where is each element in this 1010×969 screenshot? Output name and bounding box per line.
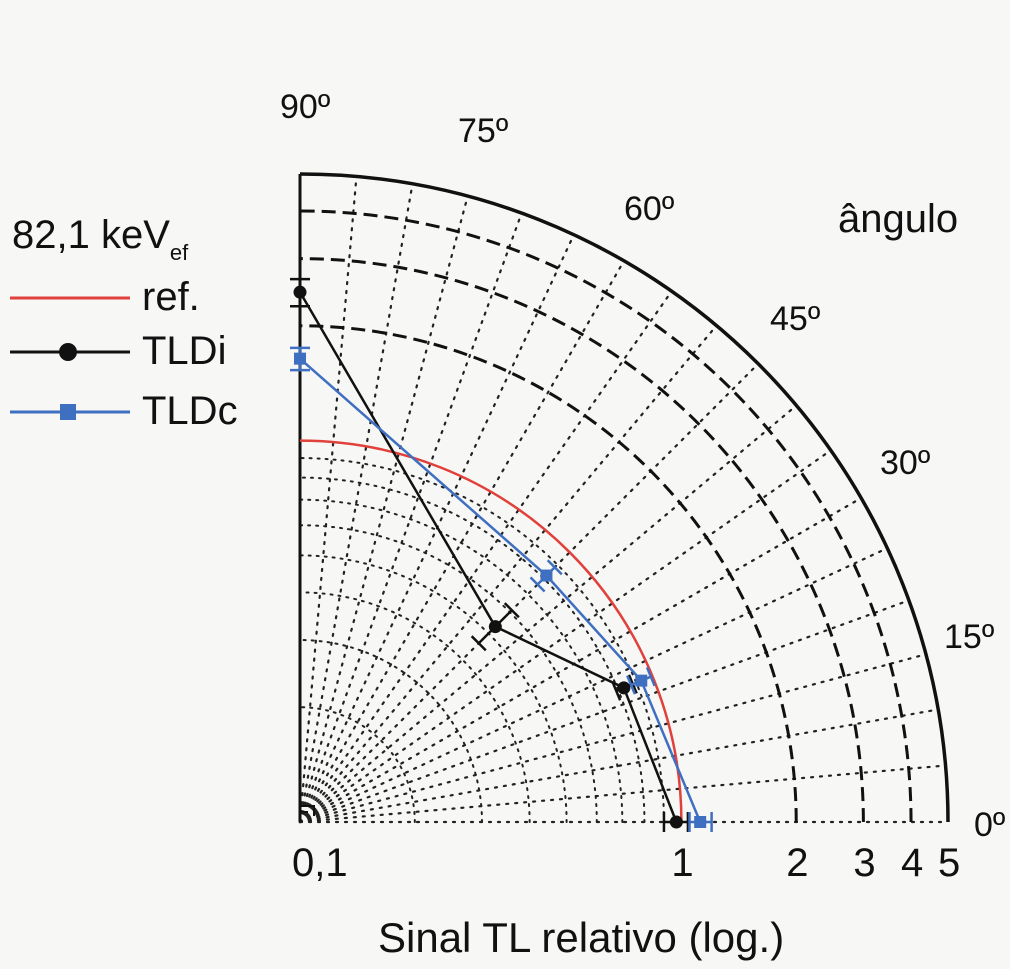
spoke-40: [298, 404, 798, 824]
x-axis-label: Sinal TL relativo (log.): [378, 914, 784, 961]
spoke-85: [298, 175, 358, 824]
series-tldi-errorcap-1-0: [611, 681, 622, 701]
origin-mark: [300, 805, 315, 816]
spoke-80: [298, 182, 414, 824]
series-tldi-errorcap-2-0: [470, 635, 487, 652]
outer-arc: [299, 172, 950, 823]
radial-tick-label-4: 4: [901, 841, 923, 885]
spoke-75: [298, 194, 469, 824]
grid-arc-0.3: [299, 639, 483, 823]
series-ref-line: [299, 439, 683, 823]
grid-arc-2: [299, 324, 798, 823]
spoke-50: [298, 324, 718, 824]
spoke-70: [298, 211, 523, 824]
spoke-30: [298, 496, 863, 824]
dotted-spokes: [298, 175, 950, 824]
legend-tldi-label: TLDi: [142, 329, 226, 373]
angle-label-45: 45º: [770, 300, 820, 338]
radial-tick-label-0,1: 0,1: [292, 841, 348, 885]
spoke-35: [298, 449, 832, 824]
angle-label-60: 60º: [624, 190, 674, 228]
series-tldi-point-3: [293, 285, 307, 299]
series-tldc-point-0: [694, 816, 707, 828]
series-tldc-point-2: [540, 569, 553, 582]
legend-tldi-marker: [59, 343, 77, 361]
series-tldi-errorcap-2-1: [503, 602, 520, 619]
series-tldc-errorcap-1-1: [645, 666, 656, 687]
legend-tldc-label: TLDc: [142, 389, 238, 433]
legend: 82,1 keVef ref. TLDi TLDc: [10, 213, 238, 433]
spoke-20: [298, 599, 911, 824]
series-tldc-errorcap-2-1: [546, 559, 563, 576]
angle-label-30: 30º: [880, 444, 930, 482]
spoke-55: [298, 290, 673, 824]
series-tldi-line: [298, 291, 678, 823]
grid-arc-0.2: [299, 706, 416, 823]
series-tldc-line: [299, 357, 702, 823]
spoke-10: [298, 708, 940, 824]
series-tldi-point-0: [669, 815, 683, 829]
series-tldi-point-2: [488, 620, 502, 634]
spoke-25: [298, 547, 889, 824]
axis-labels: 0º 15º 30º 45º 60º 75º 90º 0,1 1 2 3 4 5: [280, 88, 1005, 885]
spoke-15: [298, 653, 928, 824]
axes: [298, 174, 315, 822]
angle-label-75: 75º: [458, 112, 508, 150]
grid-arc-0.8: [299, 476, 646, 823]
radial-tick-label-3: 3: [853, 841, 875, 885]
spoke-45: [298, 362, 760, 824]
spoke-60: [298, 259, 626, 824]
grid-arc-0.7: [299, 498, 624, 823]
angle-label-0: 0º: [974, 806, 1005, 844]
legend-heading: 82,1 keVef: [12, 213, 189, 265]
spoke-5: [298, 764, 947, 824]
legend-tldc-marker: [60, 404, 76, 420]
angle-label-15: 15º: [944, 618, 994, 656]
angle-label-90: 90º: [280, 88, 330, 126]
radial-tick-label-2: 2: [786, 841, 808, 885]
data-series: [290, 277, 713, 832]
chart-title: ângulo: [838, 197, 958, 241]
series-tldc-errorcap-1-0: [626, 675, 637, 695]
radial-tick-label-5: 5: [938, 841, 960, 885]
grid-arc-3: [299, 257, 865, 823]
series-tldc-point-3: [294, 352, 306, 365]
radial-tick-label-1: 1: [671, 841, 693, 885]
series-tldc-point-1: [635, 674, 648, 687]
series-tldi-point-1: [617, 681, 631, 695]
legend-ref-label: ref.: [142, 275, 200, 319]
series-tldc-errorcap-2-0: [529, 576, 546, 593]
